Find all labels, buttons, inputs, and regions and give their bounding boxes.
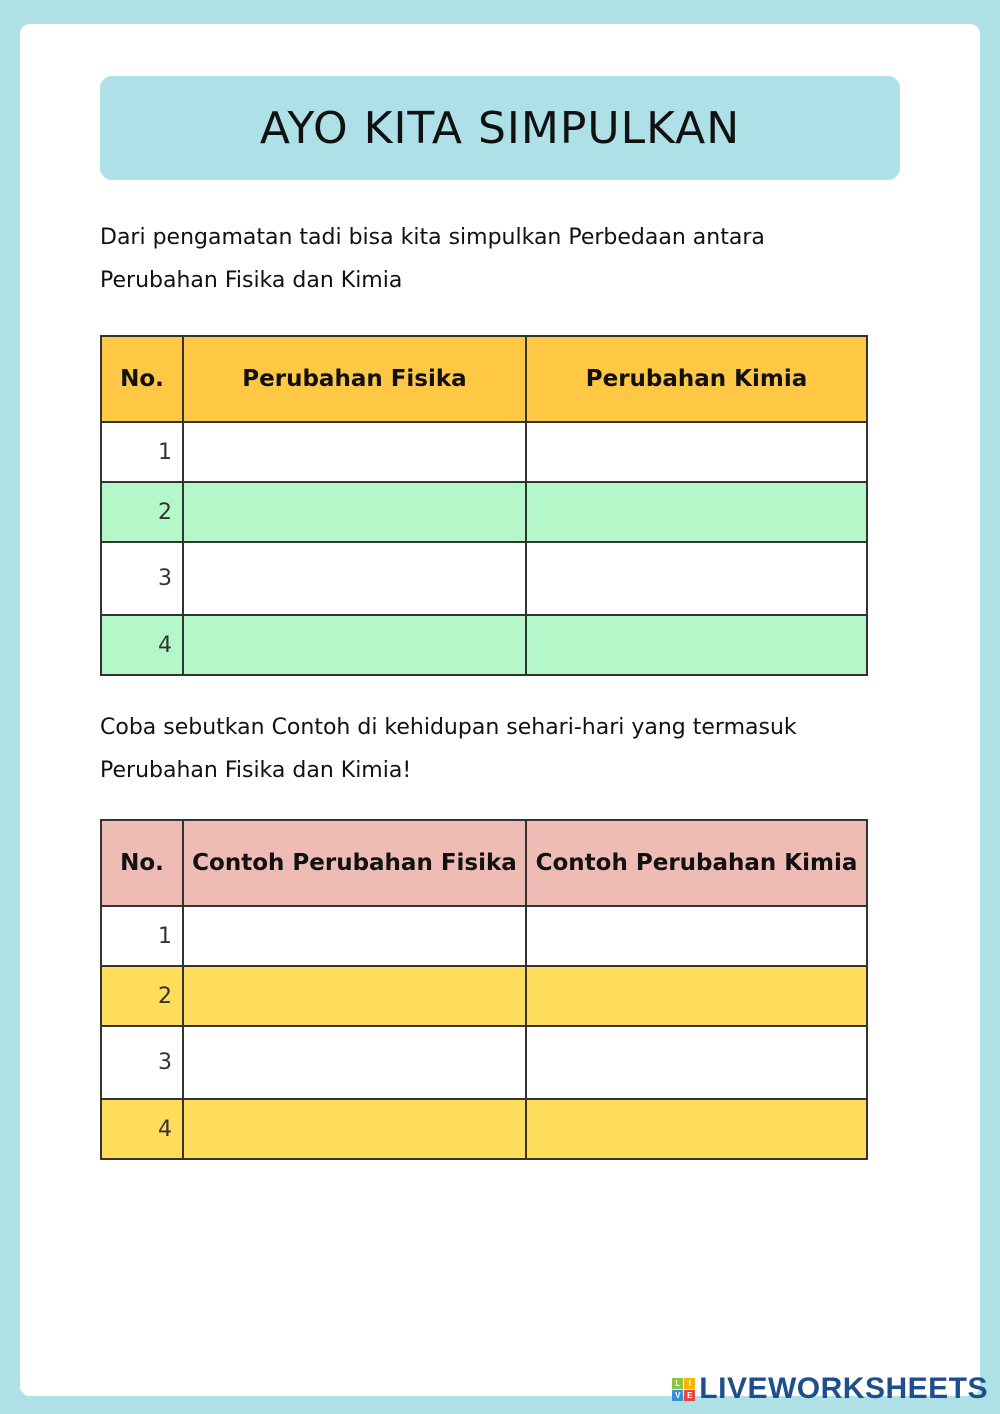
answer-cell[interactable] [182,481,527,543]
row-number: 1 [100,421,184,483]
table-row: 4 [100,614,868,676]
row-number: 1 [100,905,184,967]
page-title: AYO KITA SIMPULKAN [100,76,900,180]
answer-cell[interactable] [525,541,868,616]
differences-table: No. Perubahan Fisika Perubahan Kimia 1 2… [100,335,868,676]
header-chemical: Perubahan Kimia [525,335,868,423]
header-no: No. [100,819,184,907]
answer-cell[interactable] [525,481,868,543]
table-header-row: No. Perubahan Fisika Perubahan Kimia [100,335,868,423]
answer-cell[interactable] [182,421,527,483]
answer-cell[interactable] [525,1025,868,1100]
row-number: 2 [100,481,184,543]
table-header-row: No. Contoh Perubahan Fisika Contoh Perub… [100,819,868,907]
header-chemical-examples: Contoh Perubahan Kimia [525,819,868,907]
intro-line: Dari pengamatan tadi bisa kita simpulkan… [100,225,765,250]
answer-cell[interactable] [182,905,527,967]
answer-cell[interactable] [525,614,868,676]
answer-cell[interactable] [182,541,527,616]
row-number: 2 [100,965,184,1027]
header-physical: Perubahan Fisika [182,335,527,423]
table-row: 3 [100,541,868,616]
table-row: 3 [100,1025,868,1100]
worksheet-page [20,24,980,1396]
answer-cell[interactable] [182,1025,527,1100]
answer-cell[interactable] [525,905,868,967]
intro-line: Coba sebutkan Contoh di kehidupan sehari… [100,715,797,740]
table-row: 2 [100,965,868,1027]
intro-line: Perubahan Fisika dan Kimia! [100,758,412,783]
row-number: 4 [100,1098,184,1160]
header-physical-examples: Contoh Perubahan Fisika [182,819,527,907]
table-row: 4 [100,1098,868,1160]
table-row: 1 [100,421,868,483]
header-no: No. [100,335,184,423]
row-number: 3 [100,541,184,616]
intro-line: Perubahan Fisika dan Kimia [100,268,403,293]
row-number: 3 [100,1025,184,1100]
row-number: 4 [100,614,184,676]
answer-cell[interactable] [525,965,868,1027]
answer-cell[interactable] [182,1098,527,1160]
logo-text: LIVEWORKSHEETS [699,1372,988,1405]
answer-cell[interactable] [525,1098,868,1160]
intro-text-1: Dari pengamatan tadi bisa kita simpulkan… [100,216,920,302]
table-row: 1 [100,905,868,967]
intro-text-2: Coba sebutkan Contoh di kehidupan sehari… [100,706,920,792]
answer-cell[interactable] [525,421,868,483]
examples-table: No. Contoh Perubahan Fisika Contoh Perub… [100,819,868,1160]
answer-cell[interactable] [182,614,527,676]
answer-cell[interactable] [182,965,527,1027]
table-row: 2 [100,481,868,543]
